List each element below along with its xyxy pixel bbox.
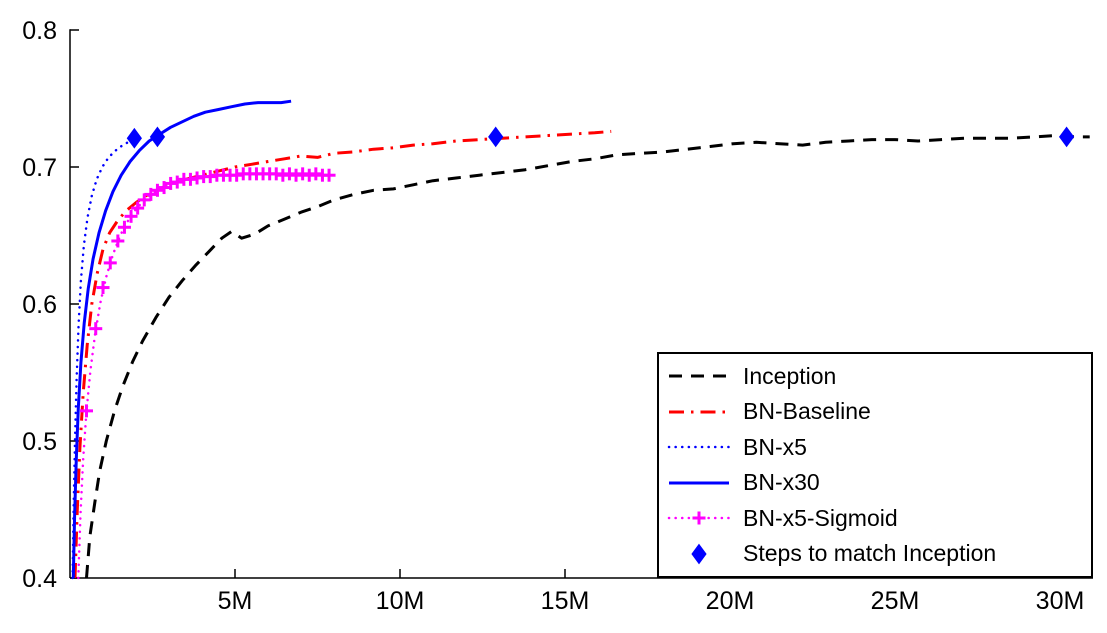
legend-item-bn-x5: BN-x5 [667,430,1083,464]
legend-label: Inception [743,362,837,389]
legend-label: BN-x5 [743,433,807,460]
y-tick-label: 0.8 [22,17,57,45]
legend-item-inception: Inception [667,359,1083,393]
x-tick-label: 10M [376,587,425,615]
series-inception [85,134,1090,579]
y-tick-label: 0.5 [22,428,57,456]
series-bn-x30 [71,99,292,579]
diamond-marker [126,127,142,149]
legend-item-bn-x5-sigmoid: BN-x5-Sigmoid [667,501,1083,535]
y-tick-label: 0.4 [22,565,57,593]
series-bn-baseline [73,129,612,579]
series-line-inception [85,134,1090,579]
legend-sample-bn-baseline [669,410,729,414]
legend-item-steps-to-match-inception: Steps to match Inception [667,537,1083,571]
series-steps-to-match-inception [126,126,1075,149]
diamond-marker [149,126,166,148]
series-bn-x5-sigmoid [77,167,336,580]
diamond-marker [488,126,504,148]
legend-sample-bn-x5-sigmoid [667,511,731,525]
legend-item-bn-baseline: BN-Baseline [667,395,1083,429]
legend-sample-bn-x30 [669,481,729,485]
x-tick-label: 25M [871,587,920,615]
legend: Inception BN-Baseline BN-x5 BN-x30 BN-x5-Sig… [657,352,1093,578]
y-tick-label: 0.6 [22,291,57,319]
legend-item-bn-x30: BN-x30 [667,466,1083,500]
diamond-marker [1058,126,1075,148]
legend-label: Steps to match Inception [743,540,997,567]
legend-label: BN-x5-Sigmoid [743,504,898,531]
y-tick-label: 0.7 [22,154,57,182]
x-tick-label: 5M [218,587,253,615]
series-line-bn-baseline [73,129,612,579]
legend-label: BN-x30 [743,469,820,496]
legend-sample-steps-to-match-inception [691,543,707,564]
diamond-marker [691,543,707,564]
legend-label: BN-Baseline [743,398,871,425]
legend-sample-bn-x5 [667,446,731,449]
x-tick-label: 30M [1036,587,1085,615]
x-tick-label: 20M [706,587,755,615]
x-tick-label: 15M [541,587,590,615]
series-line-bn-x30 [71,99,292,579]
series-line-bn-x5-sigmoid [77,172,332,580]
legend-sample-inception [669,374,729,378]
